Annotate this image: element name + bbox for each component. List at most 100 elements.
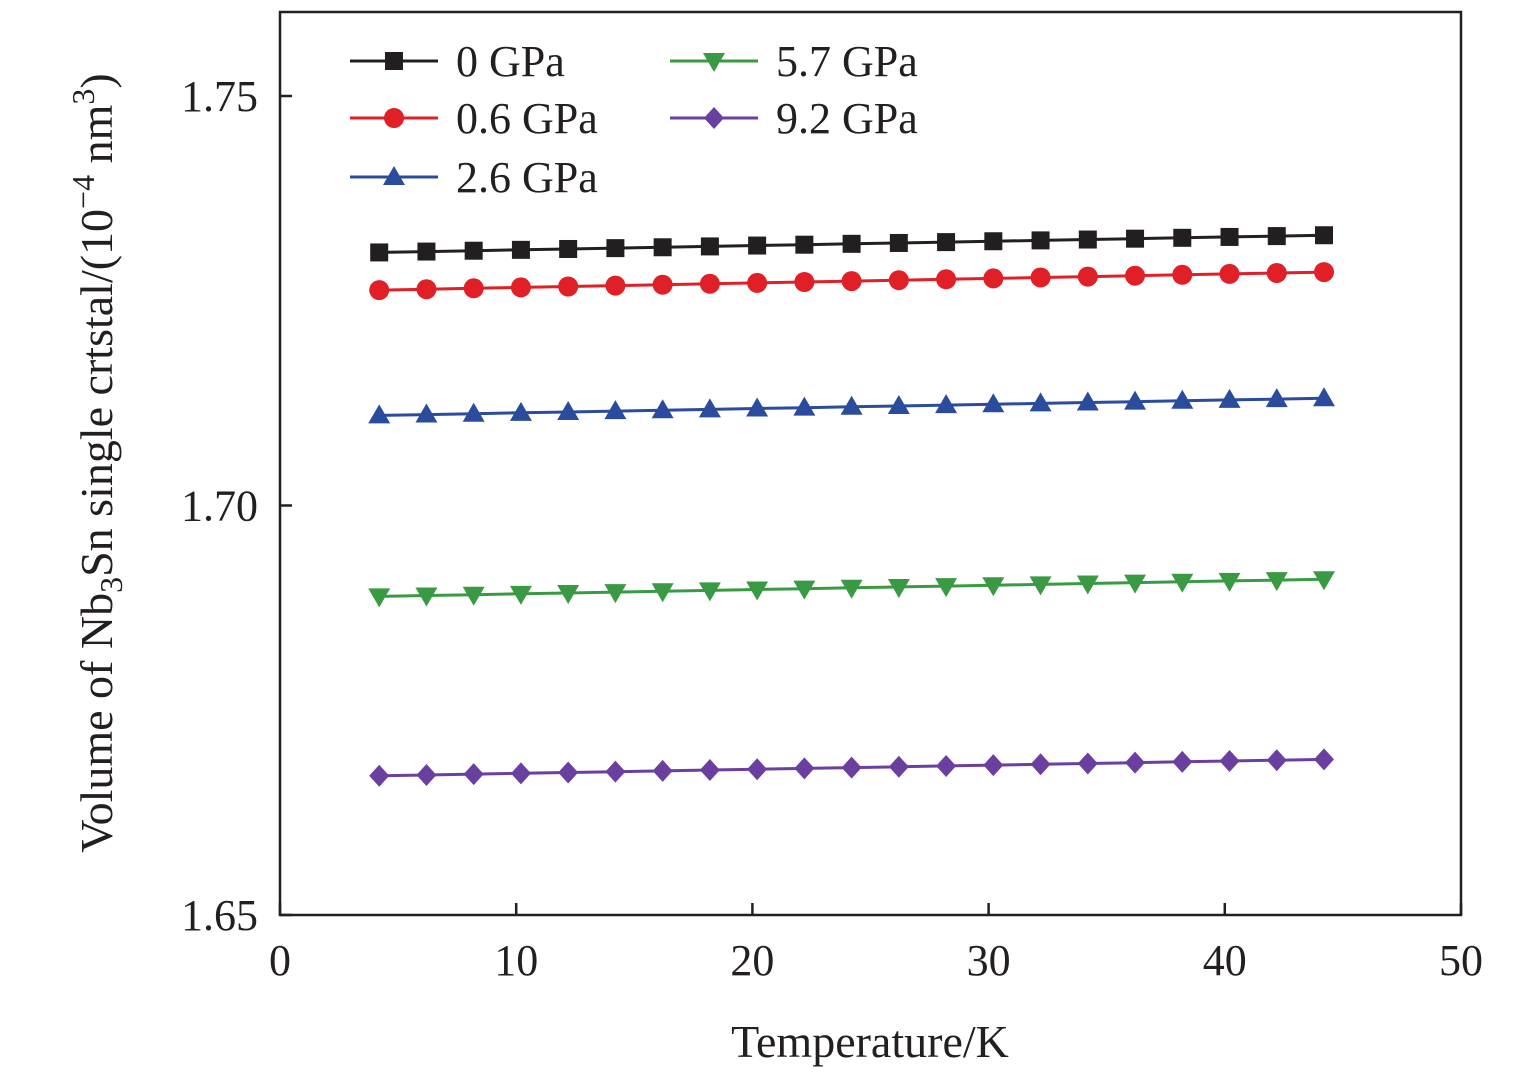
x-axis-label: Temperature/K: [731, 1016, 1009, 1067]
legend-label: 0 GPa: [456, 37, 565, 86]
data-point: [1125, 265, 1146, 286]
data-point: [369, 280, 390, 301]
data-point: [510, 277, 531, 298]
data-point: [652, 274, 673, 295]
data-point: [746, 581, 769, 601]
data-point: [369, 764, 390, 787]
data-point: [415, 403, 438, 423]
legend-label: 5.7 GPa: [776, 37, 918, 86]
data-point: [1124, 574, 1147, 594]
data-point: [1031, 231, 1050, 250]
data-point: [841, 271, 862, 292]
data-point: [651, 399, 674, 419]
data-point: [840, 579, 863, 599]
data-point: [700, 237, 719, 256]
data-point: [747, 272, 768, 293]
y-axis-label: Volume of Nb3Sn single crtstal/(10−4 nm3…: [65, 73, 129, 852]
data-point: [463, 278, 484, 299]
data-point: [1171, 389, 1194, 409]
data-point: [417, 242, 436, 261]
data-point: [936, 269, 957, 290]
data-point: [983, 268, 1004, 289]
y-tick-label: 1.70: [181, 482, 258, 531]
data-point: [651, 583, 674, 603]
data-point: [1173, 228, 1192, 247]
x-tick-label: 20: [730, 936, 774, 985]
data-point: [511, 240, 530, 259]
data-point: [1267, 227, 1286, 246]
data-point: [1124, 390, 1147, 410]
data-point: [887, 394, 910, 414]
data-point: [557, 584, 580, 604]
data-point: [606, 239, 625, 258]
data-point: [984, 232, 1003, 251]
data-point: [982, 577, 1005, 597]
data-point: [1266, 749, 1287, 772]
y-tick-label: 1.75: [181, 72, 258, 121]
x-tick-label: 10: [494, 936, 538, 985]
data-point: [842, 234, 861, 253]
data-point: [887, 578, 910, 598]
data-point: [935, 578, 958, 598]
data-point: [1030, 267, 1051, 288]
legend-marker: [703, 53, 725, 72]
data-point: [653, 238, 672, 257]
data-point: [416, 763, 437, 786]
data-point: [1078, 230, 1097, 249]
data-point: [982, 393, 1005, 413]
data-point: [557, 400, 580, 420]
data-point: [1219, 263, 1240, 284]
data-point: [1218, 388, 1241, 408]
data-point: [698, 582, 721, 602]
data-point: [604, 584, 627, 604]
legend: 0 GPa 0.6 GPa 2.6 GPa 5.7 GPa 9.2 GPa: [350, 37, 918, 202]
data-point: [464, 241, 483, 260]
plot-frame: [278, 10, 1463, 917]
series-group: [368, 226, 1336, 787]
data-point: [1076, 575, 1099, 595]
x-tick-label: 30: [967, 936, 1011, 985]
data-point: [983, 754, 1004, 777]
data-point: [1029, 392, 1052, 412]
data-point: [462, 586, 485, 606]
data-point: [1313, 387, 1336, 407]
data-point: [1265, 388, 1288, 408]
legend-label: 2.6 GPa: [456, 153, 598, 202]
data-point: [559, 239, 578, 258]
data-point: [1077, 266, 1098, 287]
data-point: [746, 397, 769, 417]
data-point: [1313, 571, 1336, 591]
data-point: [558, 761, 579, 784]
data-point: [1219, 750, 1240, 773]
data-point: [1126, 229, 1145, 248]
data-point: [462, 402, 485, 422]
data-point: [793, 396, 816, 416]
data-point: [1172, 750, 1193, 773]
data-point: [1077, 752, 1098, 775]
data-point: [1172, 264, 1193, 285]
data-point: [793, 580, 816, 600]
data-point: [888, 270, 909, 291]
data-point: [888, 755, 909, 778]
data-point: [1125, 751, 1146, 774]
axis-ticks: 0 10 20 30 40 50 1.65 1.70 1.75: [181, 72, 1483, 985]
data-point: [698, 398, 721, 418]
data-point: [463, 763, 484, 786]
data-point: [1265, 572, 1288, 592]
data-point: [748, 236, 767, 255]
data-point: [794, 757, 815, 780]
data-point: [605, 760, 626, 783]
legend-label: 0.6 GPa: [456, 94, 598, 143]
data-point: [510, 762, 531, 785]
data-point: [605, 275, 626, 296]
data-point: [889, 233, 908, 252]
data-point: [368, 588, 391, 608]
data-point: [1076, 391, 1099, 411]
legend-label: 9.2 GPa: [776, 94, 918, 143]
data-point: [699, 273, 720, 294]
data-point: [936, 754, 957, 777]
data-point: [937, 233, 956, 252]
legend-marker: [704, 107, 724, 129]
y-tick-label: 1.65: [181, 891, 258, 940]
data-point: [1314, 262, 1335, 283]
